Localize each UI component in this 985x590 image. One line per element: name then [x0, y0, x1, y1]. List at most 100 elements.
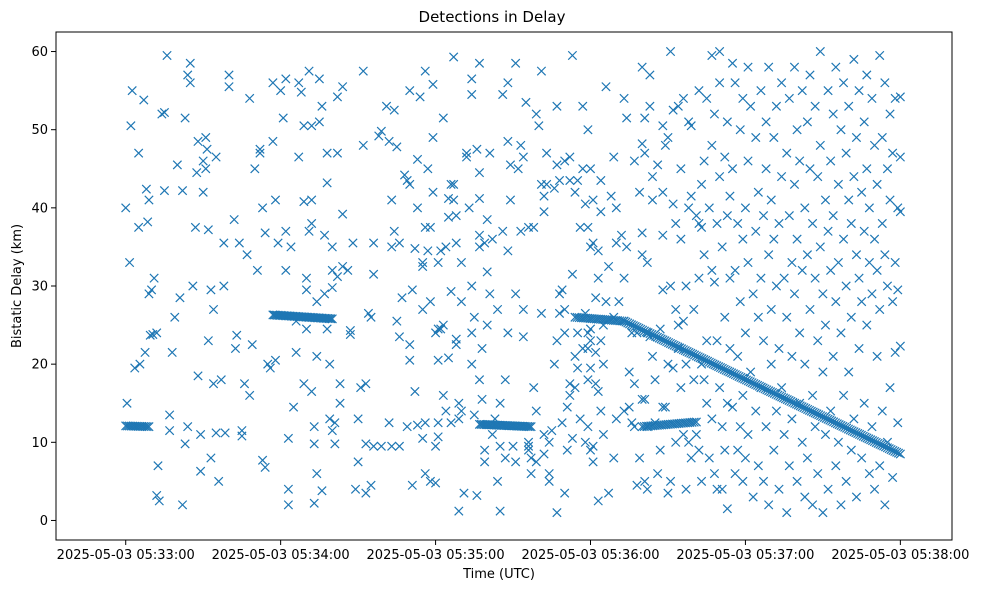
data-point [624, 402, 634, 412]
data-point [203, 336, 213, 346]
data-point [503, 136, 513, 147]
data-point [278, 113, 288, 123]
data-point [575, 222, 585, 233]
data-point [402, 175, 412, 186]
data-point [291, 347, 301, 358]
data-point [482, 214, 492, 225]
data-point [239, 379, 250, 389]
data-point [831, 62, 841, 72]
data-point [572, 175, 583, 186]
data-point [317, 101, 327, 111]
data-point [157, 109, 167, 119]
y-tick-label: 60 [31, 45, 48, 60]
data-point [601, 82, 611, 92]
data-point [769, 445, 779, 455]
data-point [477, 394, 487, 404]
data-point [529, 222, 539, 233]
data-point [875, 461, 885, 471]
data-point [784, 211, 794, 221]
data-point [332, 271, 343, 282]
data-point [583, 125, 593, 135]
data-point [813, 468, 823, 479]
data-point [567, 50, 578, 61]
data-point [869, 234, 880, 244]
data-point [232, 330, 242, 340]
data-point [720, 152, 730, 162]
data-point [758, 476, 769, 487]
data-point [242, 250, 252, 260]
data-point [560, 328, 570, 338]
data-point [505, 160, 516, 170]
data-point [307, 195, 317, 205]
data-point [880, 78, 890, 88]
data-point [441, 242, 451, 252]
data-point [327, 265, 337, 275]
data-point [257, 455, 268, 465]
data-point [751, 406, 761, 416]
data-point [758, 211, 769, 221]
data-point [456, 406, 467, 416]
data-point [645, 101, 655, 111]
data-point [805, 164, 815, 174]
data-point [877, 132, 887, 143]
data-point [410, 243, 420, 254]
data-point [733, 445, 743, 455]
data-point [322, 324, 332, 334]
data-point [849, 414, 859, 424]
data-point [423, 246, 433, 256]
data-point [655, 445, 665, 455]
data-point [430, 328, 441, 338]
data-point [862, 164, 872, 174]
data-point [707, 50, 717, 61]
data-point [787, 414, 797, 424]
data-point [487, 234, 498, 244]
data-point [673, 101, 683, 111]
data-point [694, 85, 704, 96]
data-point [570, 351, 580, 361]
data-point [307, 121, 317, 131]
y-tick-label: 40 [31, 201, 48, 216]
data-point [875, 50, 885, 61]
data-point [283, 484, 294, 494]
data-point [503, 328, 513, 338]
data-point [397, 293, 407, 303]
data-point [735, 125, 745, 135]
data-point [230, 343, 241, 354]
data-point [368, 269, 379, 279]
data-point [702, 93, 712, 104]
data-point [761, 117, 771, 127]
data-point [849, 54, 859, 64]
data-point [149, 273, 159, 283]
data-point [725, 343, 735, 354]
data-point [500, 375, 510, 385]
data-point [474, 230, 485, 240]
data-point [854, 343, 864, 354]
data-point [531, 457, 541, 467]
data-point [872, 179, 882, 190]
data-point [836, 125, 846, 135]
data-point [585, 242, 596, 252]
data-point [895, 92, 905, 102]
data-point [658, 285, 668, 295]
data-point [402, 422, 412, 432]
data-point [676, 164, 686, 174]
data-point [836, 328, 846, 338]
data-point [392, 316, 402, 326]
data-point [312, 297, 322, 307]
data-point [361, 439, 371, 449]
data-point [838, 390, 849, 401]
data-point [668, 363, 678, 373]
data-point [893, 203, 903, 213]
data-point [524, 421, 535, 432]
data-point [219, 238, 229, 248]
data-point [144, 289, 154, 299]
data-point [327, 282, 337, 293]
data-point [492, 304, 503, 315]
data-point [154, 496, 164, 506]
data-point [671, 437, 681, 447]
data-point [319, 230, 330, 240]
data-point [727, 164, 738, 174]
data-point [841, 476, 851, 487]
data-point [144, 195, 154, 205]
data-point [738, 234, 748, 244]
